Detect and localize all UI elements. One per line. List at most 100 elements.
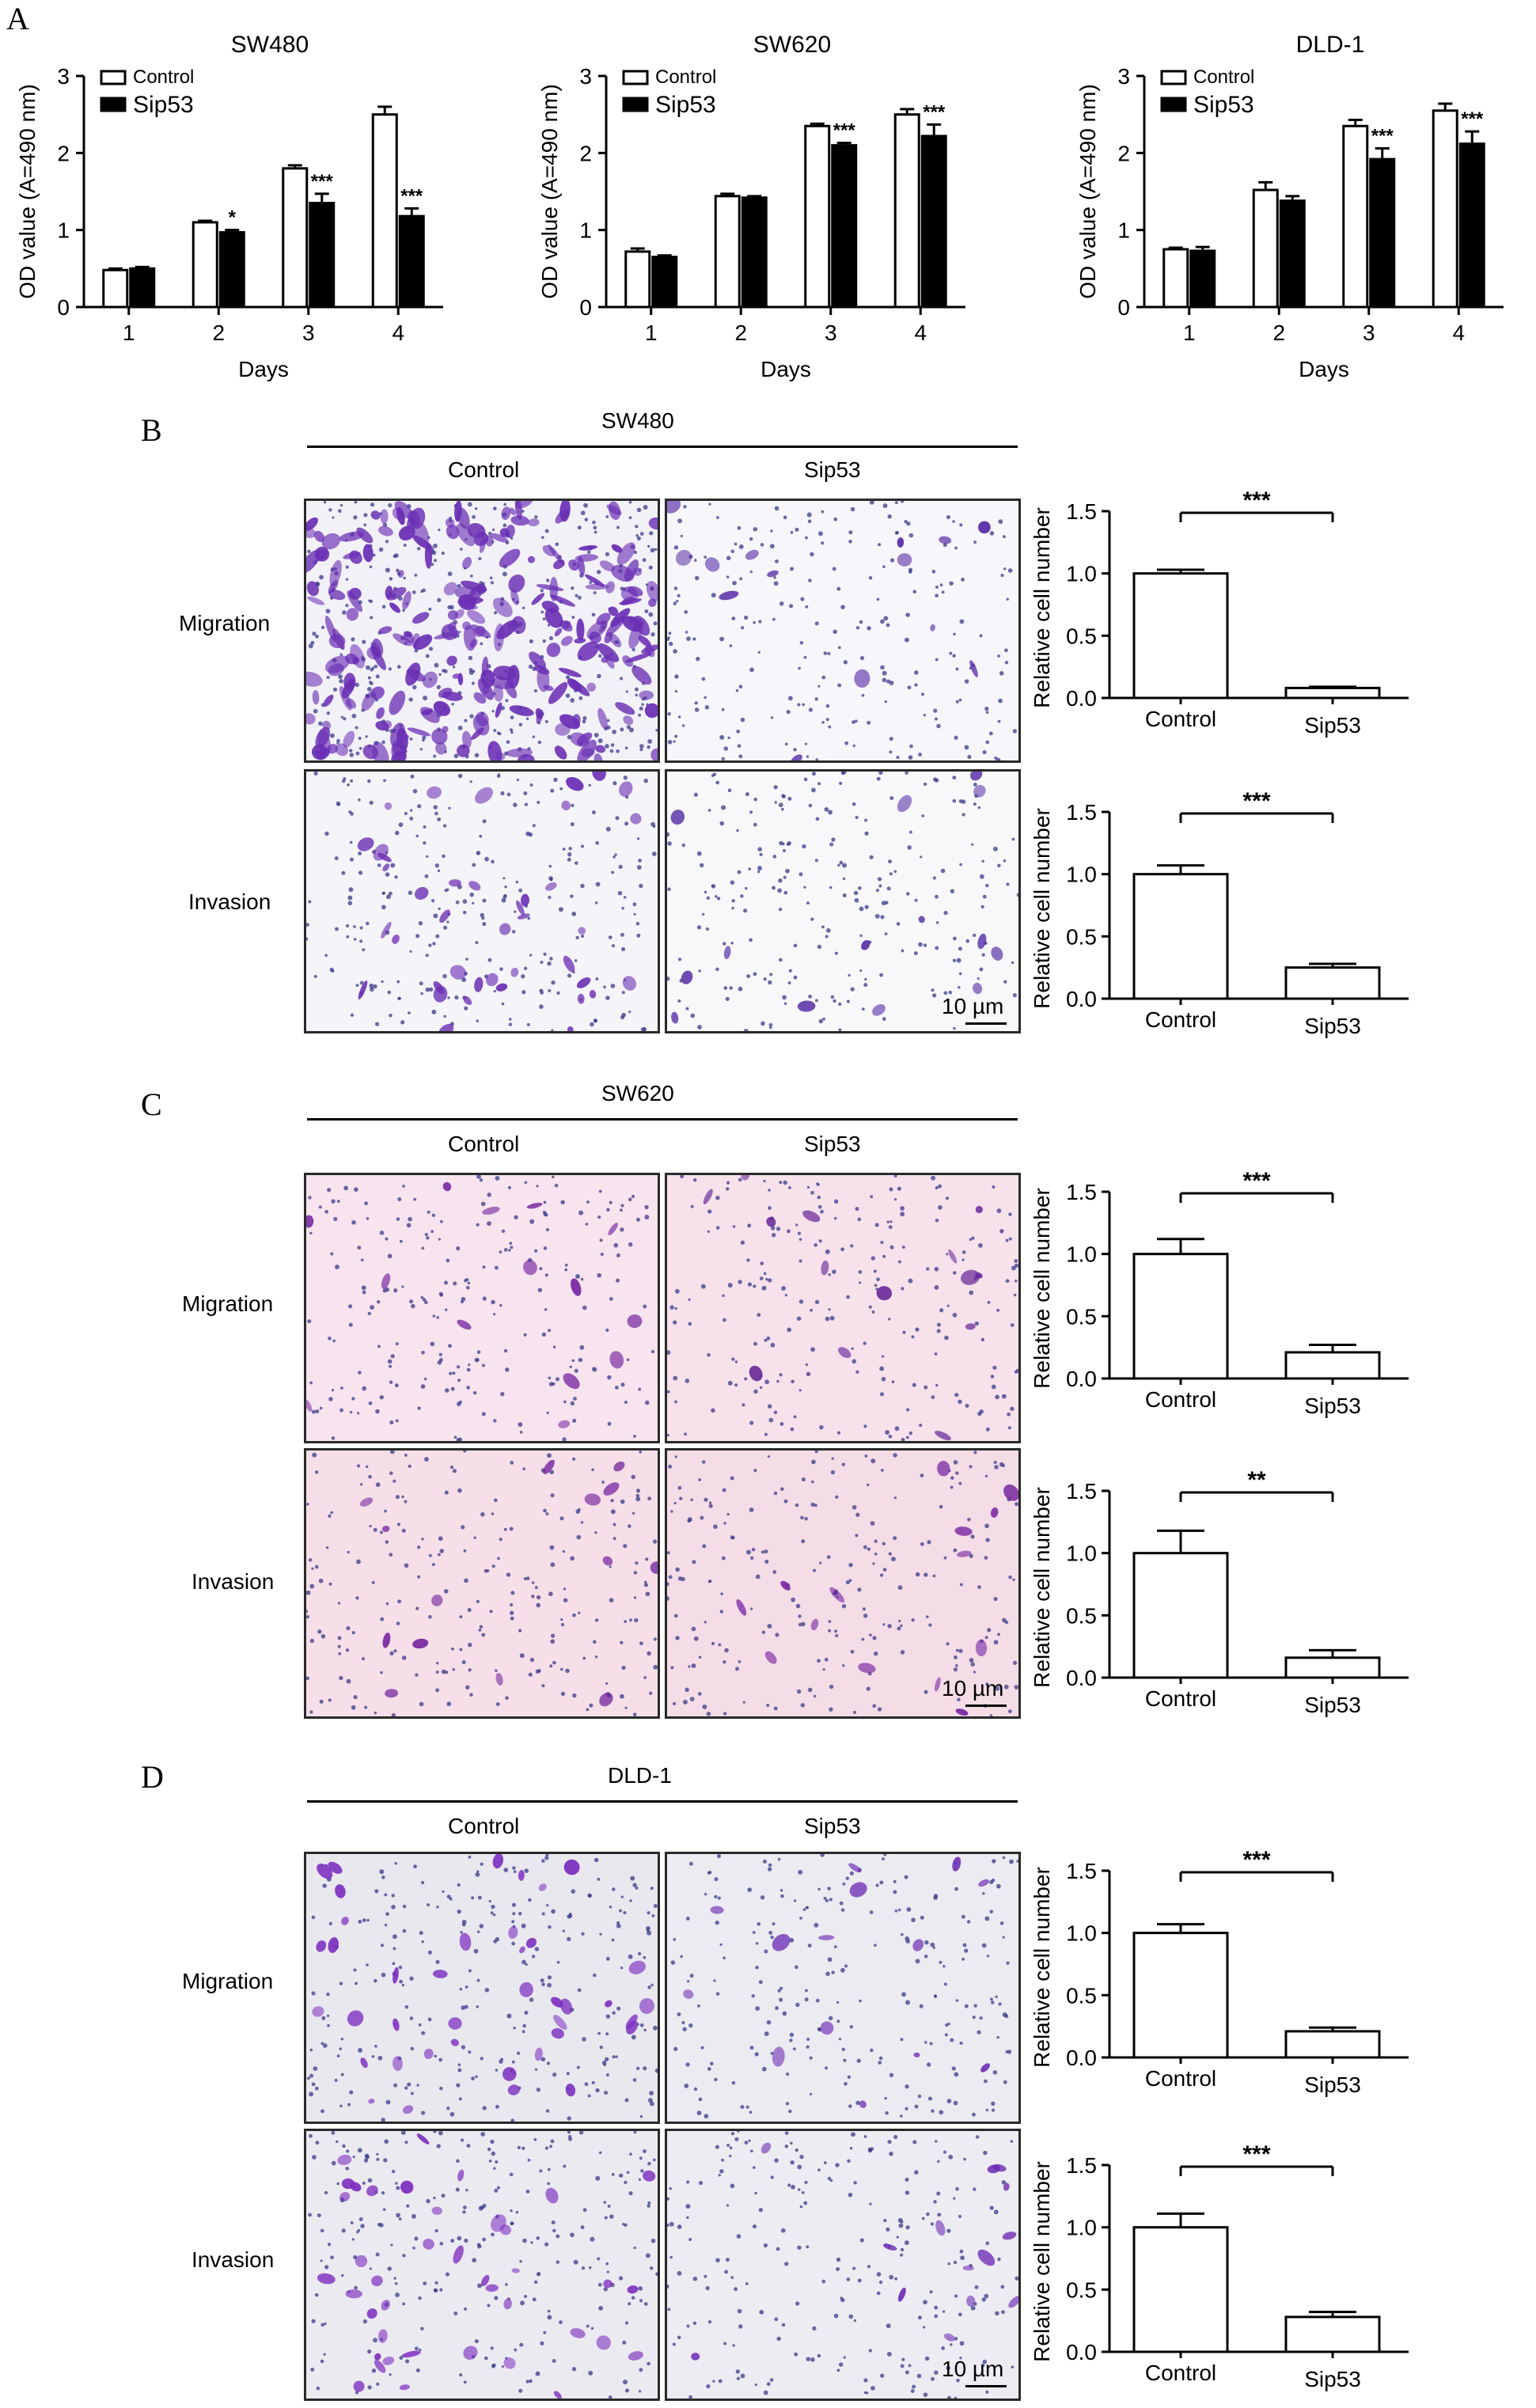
pore-dot	[810, 1502, 815, 1507]
pore-dot	[985, 711, 989, 715]
stained-cell	[571, 1278, 582, 1296]
stained-cell	[510, 590, 520, 605]
pore-dot	[806, 901, 810, 905]
pore-dot	[368, 1474, 372, 1479]
scale-bar-label: 10 µm	[942, 994, 1004, 1018]
pore-dot	[605, 1956, 610, 1961]
pore-dot	[704, 2274, 707, 2278]
x-tick-label: 3	[302, 320, 315, 345]
pore-dot	[539, 1004, 544, 1009]
stained-cell	[359, 1497, 374, 1507]
pore-dot	[943, 910, 948, 916]
pore-dot	[889, 796, 894, 801]
stained-cell	[578, 927, 586, 935]
pore-dot	[404, 2141, 408, 2144]
pore-dot	[629, 1618, 633, 1622]
pore-dot	[851, 1359, 857, 1364]
pore-dot	[753, 822, 757, 827]
pore-dot	[346, 923, 350, 928]
pore-dot	[790, 2141, 793, 2145]
pore-dot	[427, 1903, 430, 1907]
pore-dot	[381, 1972, 386, 1978]
pore-dot	[510, 2118, 515, 2122]
pore-dot	[975, 2135, 980, 2139]
stained-cell	[407, 727, 431, 737]
pore-dot	[769, 2378, 774, 2382]
pore-dot	[722, 1660, 726, 1664]
pore-dot	[745, 2105, 749, 2109]
pore-dot	[622, 2340, 627, 2345]
stained-cell	[559, 1998, 573, 2015]
pore-dot	[701, 1460, 706, 1464]
pore-dot	[958, 1648, 963, 1653]
pore-dot	[745, 2282, 749, 2285]
legend-label: Control	[1193, 66, 1254, 88]
pore-dot	[468, 1969, 472, 1973]
pore-dot	[613, 1523, 616, 1526]
group-underline	[307, 446, 1018, 448]
pore-dot	[574, 959, 578, 962]
y-tick-label: 0.0	[1066, 1367, 1097, 1391]
pore-dot	[888, 1434, 893, 1439]
pore-dot	[434, 2228, 438, 2233]
pore-dot	[597, 1272, 602, 1278]
pore-dot	[339, 678, 343, 684]
pore-dot	[621, 1665, 626, 1670]
pore-dot	[528, 1672, 533, 1677]
pore-dot	[524, 2010, 529, 2015]
pore-dot	[764, 1379, 770, 1385]
pore-dot	[880, 1392, 885, 1397]
pore-dot	[394, 2281, 398, 2285]
pore-dot	[626, 2171, 630, 2175]
pore-dot	[341, 870, 346, 875]
pore-dot	[685, 1378, 690, 1383]
pore-dot	[810, 1347, 816, 1352]
pore-dot	[691, 1626, 696, 1632]
pore-dot	[919, 2004, 923, 2008]
pore-dot	[952, 520, 955, 523]
pore-dot	[469, 1693, 473, 1697]
pore-dot	[396, 2213, 400, 2218]
pore-dot	[560, 1617, 563, 1621]
pore-dot	[897, 2217, 903, 2223]
pore-dot	[635, 693, 638, 697]
pore-dot	[757, 650, 760, 654]
pore-dot	[565, 675, 571, 680]
pore-dot	[973, 1670, 977, 1674]
pore-dot	[421, 1940, 424, 1943]
pore-dot	[404, 2005, 409, 2009]
pore-dot	[1003, 2080, 1007, 2084]
pore-dot	[946, 2365, 950, 2371]
stained-cell	[357, 837, 374, 851]
pore-dot	[356, 2230, 359, 2234]
y-tick-label: 0.5	[1066, 2277, 1097, 2302]
pore-dot	[814, 1504, 817, 1507]
pore-dot	[834, 1629, 838, 1633]
pore-dot	[923, 1572, 928, 1577]
pore-dot	[670, 1666, 674, 1670]
pore-dot	[787, 696, 793, 701]
pore-dot	[800, 1515, 804, 1520]
pore-dot	[772, 1922, 776, 1926]
stained-cell	[623, 715, 634, 726]
pore-dot	[985, 1427, 990, 1432]
pore-dot	[424, 1300, 428, 1305]
pore-dot	[391, 1894, 395, 1898]
pore-dot	[696, 2110, 702, 2116]
pore-dot	[673, 740, 676, 743]
pore-dot	[770, 1226, 776, 1231]
pore-dot	[982, 894, 987, 899]
pore-dot	[396, 568, 400, 573]
pore-dot	[414, 573, 418, 577]
pore-dot	[315, 634, 319, 639]
pore-dot	[995, 1686, 1000, 1691]
pore-dot	[952, 654, 956, 658]
pore-dot	[994, 756, 998, 760]
pore-dot	[653, 621, 658, 626]
pore-dot	[605, 514, 609, 518]
pore-dot	[939, 2110, 944, 2115]
pore-dot	[647, 2201, 651, 2205]
pore-dot	[473, 1948, 479, 1954]
pore-dot	[639, 2156, 643, 2160]
pore-dot	[496, 774, 501, 778]
